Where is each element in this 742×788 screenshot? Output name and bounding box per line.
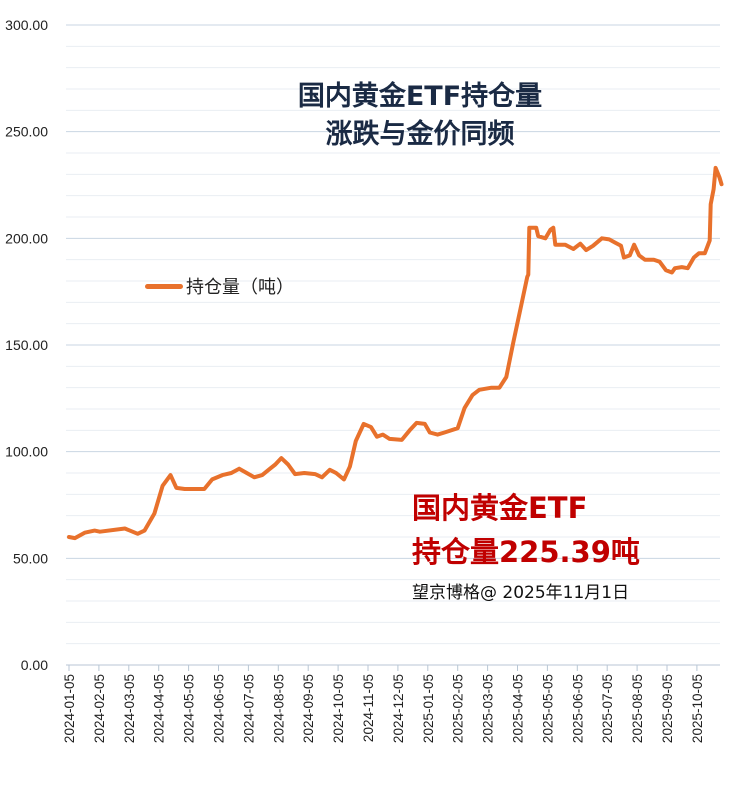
x-axis-ticks: 2024-01-05 2024-02-05 2024-03-05 2024-04-05…	[62, 665, 705, 743]
y-tick-label: 150.00	[5, 337, 48, 353]
x-tick-label: 2024-09-05	[301, 674, 316, 743]
annotation-line2: 持仓量225.39吨	[412, 535, 640, 569]
y-tick-label: 100.00	[5, 444, 48, 460]
x-tick-label: 2025-10-05	[690, 674, 705, 743]
gridlines	[66, 24, 720, 645]
x-tick-label: 2024-08-05	[271, 674, 286, 743]
x-tick-label: 2025-04-05	[511, 674, 526, 743]
x-tick-label: 2024-05-05	[182, 674, 197, 743]
chart-title: 国内黄金ETF持仓量	[297, 81, 543, 112]
x-tick-label: 2024-10-05	[331, 674, 346, 743]
annotation-credit: 望京博格@ 2025年11月1日	[412, 583, 630, 603]
x-tick-label: 2025-07-05	[600, 674, 615, 743]
y-tick-label: 50.00	[13, 550, 48, 566]
y-tick-label: 0.00	[21, 657, 48, 673]
x-tick-label: 2024-06-05	[212, 674, 227, 743]
x-tick-label: 2025-09-05	[660, 674, 675, 743]
x-tick-label: 2024-04-05	[152, 674, 167, 743]
y-tick-label: 250.00	[5, 124, 48, 140]
y-tick-label: 300.00	[5, 17, 48, 33]
y-tick-label: 200.00	[5, 230, 48, 246]
x-tick-label: 2025-08-05	[630, 674, 645, 743]
series-line-holdings	[67, 165, 724, 541]
x-tick-label: 2024-03-05	[122, 674, 137, 743]
x-tick-label: 2024-07-05	[241, 674, 256, 743]
x-tick-label: 2025-02-05	[451, 674, 466, 743]
x-tick-label: 2025-06-05	[570, 674, 585, 743]
x-tick-label: 2025-03-05	[481, 674, 496, 743]
x-tick-label: 2024-01-05	[62, 674, 77, 743]
legend-label: 持仓量（吨）	[186, 277, 294, 298]
x-tick-label: 2025-01-05	[421, 674, 436, 743]
legend: 持仓量（吨）	[145, 273, 294, 299]
annotation-line1: 国内黄金ETF	[412, 491, 588, 525]
x-tick-label: 2024-11-05	[361, 674, 376, 742]
x-tick-label: 2024-12-05	[391, 674, 406, 743]
x-tick-label: 2025-05-05	[540, 674, 555, 743]
y-axis-ticks: 0.00 50.00 100.00 150.00 200.00 250.00 300.00	[5, 17, 48, 673]
legend-swatch	[145, 283, 183, 289]
x-tick-label: 2024-02-05	[92, 674, 107, 743]
chart-subtitle: 涨跌与金价同频	[325, 119, 515, 150]
